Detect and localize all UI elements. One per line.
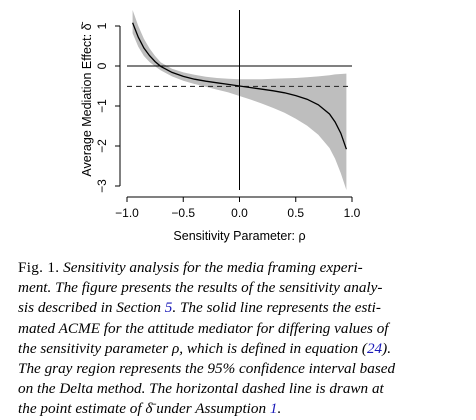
confidence-band [132,10,347,190]
caption-line: The gray region represents the 95% confi… [18,359,460,379]
caption-text: the point estimate of δ̄ under Assumptio… [18,400,270,418]
caption-line: the sensitivity parameter ρ, which is de… [18,339,460,359]
x-tick-label: 1.0 [344,206,361,220]
cross-reference-link[interactable]: 24 [366,339,383,357]
caption-text: ). [382,339,391,357]
figure-caption: Fig. 1. Sensitivity analysis for the med… [18,258,460,420]
caption-text: on the Delta method. The horizontal dash… [18,380,384,398]
caption-line: Fig. 1. Sensitivity analysis for the med… [18,258,460,278]
sensitivity-plot: −1.0 −0.5 0.0 0.5 1.0 1 0 −1 −2 −3 Sensitivity Par… [80,10,361,243]
x-tick-label: 0.5 [287,206,304,220]
caption-text: . The solid line represents the esti- [172,299,381,317]
x-tick-label: −0.5 [171,206,195,220]
caption-text: The gray region represents the 95% confi… [18,360,396,378]
figure-label: Fig. 1. [18,259,60,276]
y-tick-label: 0 [95,62,109,69]
y-axis-label: Average Mediation Effect: δ̄ [80,21,94,176]
caption-text: Sensitivity analysis for the media frami… [59,259,363,276]
caption-line: on the Delta method. The horizontal dash… [18,379,460,399]
caption-line: the point estimate of δ̄ under Assumptio… [18,399,460,419]
caption-line: mated ACME for the attitude mediator for… [18,319,460,339]
x-tick-label: −1.0 [115,206,139,220]
caption-line: sis described in Section 5. The solid li… [18,298,460,318]
cross-reference-link[interactable]: 1 [269,400,278,418]
caption-text: ment. The figure presents the results of… [18,279,383,297]
acme-estimate-line [131,22,348,150]
y-tick-label: −2 [95,139,109,153]
caption-text: sis described in Section [18,299,165,317]
x-tick-label: 0.0 [231,206,248,220]
caption-text: . [277,400,282,418]
y-tick-label: −3 [95,179,109,193]
caption-text: mated ACME for the attitude mediator for… [18,319,389,337]
caption-line: ment. The figure presents the results of… [18,278,460,298]
caption-text: the sensitivity parameter ρ, which is de… [18,339,367,357]
cross-reference-link[interactable]: 5 [164,299,173,317]
y-tick-label: −1 [95,99,109,113]
y-tick-label: 1 [95,22,109,29]
x-axis-label: Sensitivity Parameter: ρ [173,229,305,243]
